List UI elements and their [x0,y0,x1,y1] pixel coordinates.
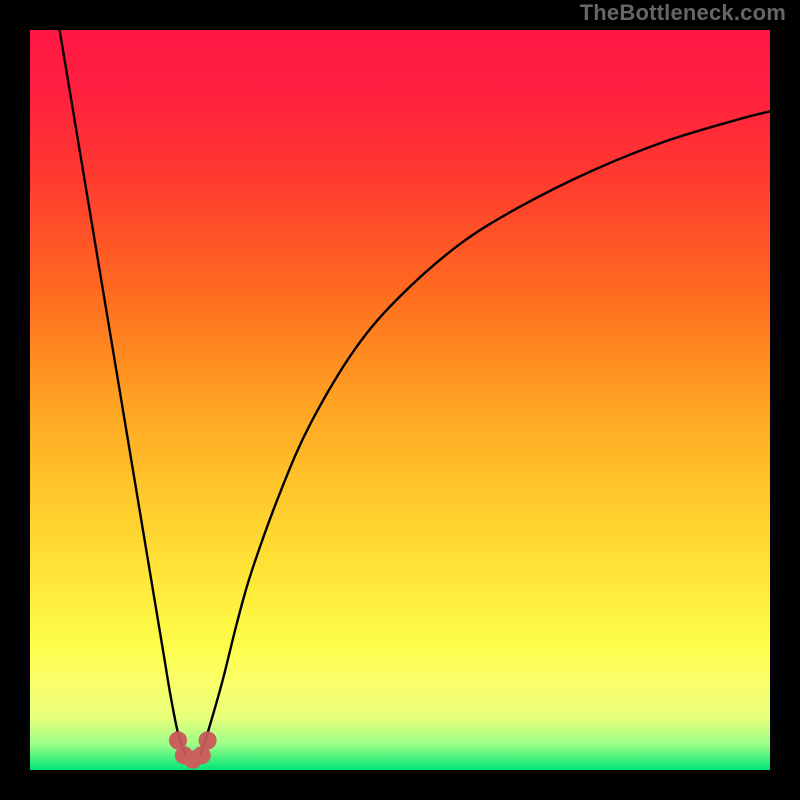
watermark-text: TheBottleneck.com [580,0,786,26]
valley-marker [199,731,217,749]
chart-background [30,30,770,770]
